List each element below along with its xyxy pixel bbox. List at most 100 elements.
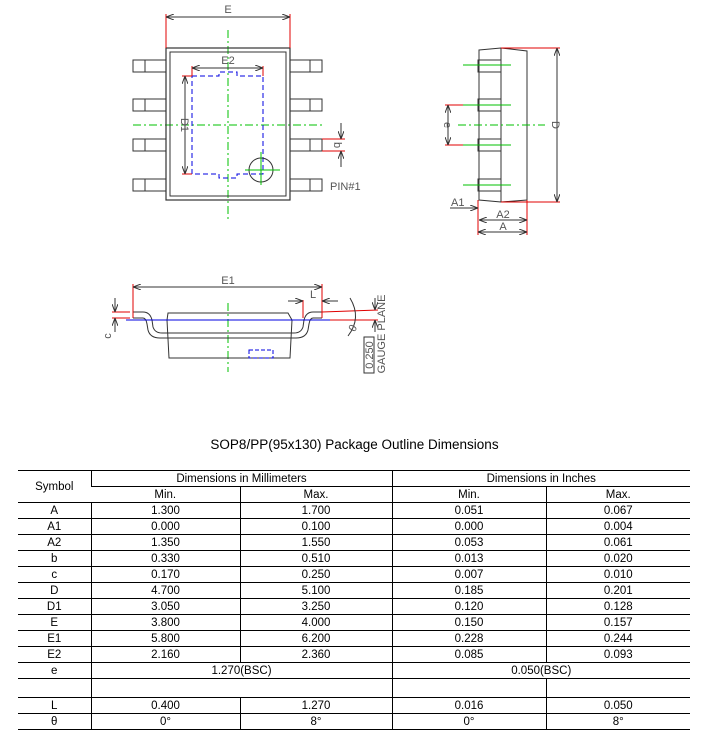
table-row: E 3.800 4.000 0.150 0.157 <box>18 614 690 631</box>
cell-in-min: 0° <box>391 713 546 730</box>
cell-mm-min: 1.350 <box>90 534 240 551</box>
cell-mm-min: 1.300 <box>90 502 240 519</box>
cell-mm-min: 0.000 <box>90 518 240 535</box>
cell-in-min: 0.000 <box>391 518 546 535</box>
cell-symbol: c <box>18 566 91 583</box>
table-row-blank <box>18 678 690 698</box>
cell-in-bsc: 0.050(BSC) <box>391 662 690 679</box>
gauge-plane-text: GAUGE PLANE <box>376 295 388 374</box>
cell-in-max: 0.067 <box>545 502 690 519</box>
cell-in-min: 0.085 <box>391 646 546 663</box>
label-theta: θ <box>347 323 360 334</box>
cell-mm-max: 1.700 <box>239 502 392 519</box>
cell-mm-min: 0° <box>90 713 240 730</box>
top-view <box>132 14 345 222</box>
cell-symbol: E2 <box>18 646 91 663</box>
table-row: D 4.700 5.100 0.185 0.201 <box>18 582 690 599</box>
cell-in-max: 0.128 <box>545 598 690 615</box>
cell-in-max: 8° <box>545 713 690 730</box>
label-E: E <box>224 4 231 16</box>
label-E2: E2 <box>221 55 234 67</box>
cell-mm-min: 0.330 <box>90 550 240 567</box>
table-row: A 1.300 1.700 0.051 0.067 <box>18 502 690 519</box>
table-row: θ 0° 8° 0° 8° <box>18 713 690 730</box>
cell-symbol: A1 <box>18 518 91 535</box>
label-D1: D1 <box>178 118 190 132</box>
cell-in-min: 0.053 <box>391 534 546 551</box>
table-row: c 0.170 0.250 0.007 0.010 <box>18 566 690 583</box>
label-A: A <box>499 221 507 233</box>
symbol-header: Symbol <box>18 470 91 503</box>
table-row: L 0.400 1.270 0.016 0.050 <box>18 697 690 714</box>
cell-mm-max: 8° <box>239 713 392 730</box>
cell-mm-max: 0.250 <box>239 566 392 583</box>
table-row: E1 5.800 6.200 0.228 0.244 <box>18 630 690 647</box>
cell-mm-min: 4.700 <box>90 582 240 599</box>
cell-in-min: 0.051 <box>391 502 546 519</box>
cell-symbol: b <box>18 550 91 567</box>
inch-header: Dimensions in Inches <box>391 470 690 487</box>
cell-in-max: 0.020 <box>545 550 690 567</box>
cell-in-min: 0.013 <box>391 550 546 567</box>
label-e: e <box>441 122 453 128</box>
header-row: Symbol Dimensions in Millimeters Dimensi… <box>18 470 690 503</box>
cell-mm-max: 0.100 <box>239 518 392 535</box>
front-view <box>112 284 379 374</box>
cell-symbol: A <box>18 502 91 519</box>
label-c: c <box>102 333 114 339</box>
in-min-header: Min. <box>391 486 546 503</box>
cell-in-min: 0.228 <box>391 630 546 647</box>
cell-mm-min: 3.050 <box>90 598 240 615</box>
table-row: D1 3.050 3.250 0.120 0.128 <box>18 598 690 615</box>
package-body <box>165 47 291 201</box>
package-body-inner <box>169 51 287 197</box>
cell-symbol: e <box>18 662 91 679</box>
cell-in-max: 0.004 <box>545 518 690 535</box>
cell-symbol: A2 <box>18 534 91 551</box>
cell-in-max: 0.010 <box>545 566 690 583</box>
cell-mm-min: 0.170 <box>90 566 240 583</box>
table-row: A2 1.350 1.550 0.053 0.061 <box>18 534 690 551</box>
table-row-e: e 1.270(BSC) 0.050(BSC) <box>18 662 690 679</box>
label-A1: A1 <box>451 197 464 209</box>
cell-mm-min: 3.800 <box>90 614 240 631</box>
cell-in-min: 0.007 <box>391 566 546 583</box>
label-pin1: PIN#1 <box>330 181 361 193</box>
cell-symbol: L <box>18 697 91 714</box>
label-E1: E1 <box>221 275 234 287</box>
label-D: D <box>549 121 561 129</box>
table-row: b 0.330 0.510 0.013 0.020 <box>18 550 690 567</box>
dimensions-table: Symbol Dimensions in Millimeters Dimensi… <box>18 470 690 730</box>
cell-in-max: 0.244 <box>545 630 690 647</box>
cell-symbol: D1 <box>18 598 91 615</box>
cell-in-max: 0.201 <box>545 582 690 599</box>
side-view <box>445 47 560 235</box>
label-b: b <box>331 142 343 148</box>
cell-in-min: 0.150 <box>391 614 546 631</box>
pins-right <box>289 59 323 192</box>
gauge-value: 0.250 <box>364 341 376 369</box>
table-row: A1 0.000 0.100 0.000 0.004 <box>18 518 690 535</box>
package-drawing: E E2 D1 b PIN#1 e D A1 A2 A <box>102 4 561 374</box>
mm-max-header: Max. <box>239 486 392 503</box>
cell-mm-max: 2.360 <box>239 646 392 663</box>
cell-mm-min: 0.400 <box>90 697 240 714</box>
cell-mm-max: 0.510 <box>239 550 392 567</box>
cell-mm-max: 1.550 <box>239 534 392 551</box>
cell-mm-max: 5.100 <box>239 582 392 599</box>
cell-mm-max: 3.250 <box>239 598 392 615</box>
cell-symbol: θ <box>18 713 91 730</box>
cell-mm-bsc: 1.270(BSC) <box>90 662 392 679</box>
subheader-row: Min. Max. Min. Max. <box>18 486 690 503</box>
mm-header: Dimensions in Millimeters <box>90 470 392 487</box>
cell-symbol: D <box>18 582 91 599</box>
table-row: E2 2.160 2.360 0.085 0.093 <box>18 646 690 663</box>
cell-symbol: E1 <box>18 630 91 647</box>
cell-in-max: 0.093 <box>545 646 690 663</box>
cell-mm-max: 1.270 <box>239 697 392 714</box>
cell-in-min: 0.016 <box>391 697 546 714</box>
cell-symbol: E <box>18 614 91 631</box>
cell-mm-max: 6.200 <box>239 630 392 647</box>
pins-left <box>132 59 167 192</box>
label-L: L <box>310 289 316 301</box>
